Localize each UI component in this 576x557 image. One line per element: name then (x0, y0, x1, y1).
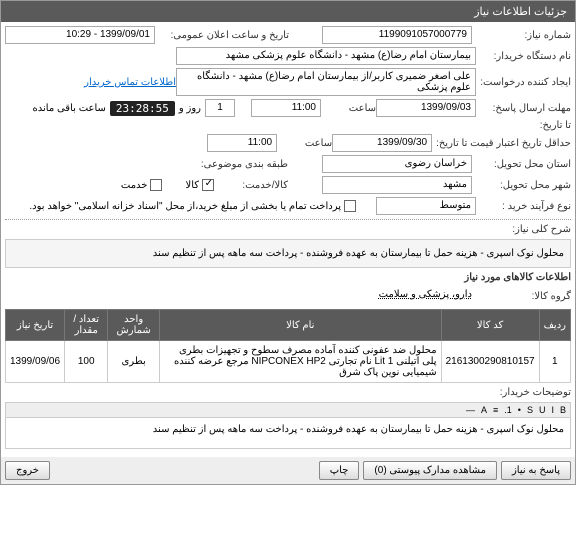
divider-1 (5, 219, 571, 220)
countdown-days: 1 (205, 99, 235, 117)
countdown-suffix: ساعت باقی مانده (33, 103, 106, 114)
time-label-1: ساعت (321, 103, 376, 114)
table-cell: 100 (65, 341, 108, 383)
editor-tool-button[interactable]: A (481, 405, 487, 415)
editor-content[interactable]: محلول نوک اسپری - هزینه حمل تا بیمارستان… (6, 418, 570, 448)
header-title: جزئیات اطلاعات نیاز (474, 6, 567, 18)
table-header: تاریخ نیاز (6, 310, 65, 341)
items-section-label: اطلاعات کالاهای مورد نیاز (5, 272, 571, 283)
announce-label: تاریخ و ساعت اعلان عمومی: (159, 30, 289, 41)
desc-box: محلول نوک اسپری - هزینه حمل تا بیمارستان… (5, 239, 571, 268)
editor-tool-button[interactable]: 1. (504, 405, 512, 415)
table-cell: 2161300290810157 (441, 341, 539, 383)
attachments-button[interactable]: مشاهده مدارک پیوستی (0) (363, 461, 497, 480)
table-row: 12161300290810157محلول ضد عفونی کننده آم… (6, 341, 571, 383)
province-field: خراسان رضوی (322, 155, 472, 173)
payment-checkbox[interactable] (344, 200, 356, 212)
print-button[interactable]: چاپ (319, 461, 360, 480)
table-cell: 1399/09/06 (6, 341, 65, 383)
creator-label: ایجاد کننده درخواست: (476, 77, 571, 88)
days-label: روز و (179, 103, 201, 114)
editor-tool-button[interactable]: — (466, 405, 475, 415)
deadline-date-field: 1399/09/03 (376, 99, 476, 117)
item-checkbox[interactable] (202, 179, 214, 191)
panel-header: جزئیات اطلاعات نیاز (1, 1, 575, 22)
payment-note: پرداخت تمام یا بخشی از مبلغ خرید،از محل … (29, 201, 341, 212)
buyer-field: بیمارستان امام رضا(ع) مشهد - دانشگاه علو… (176, 47, 476, 65)
editor-toolbar: BIUS • 1. ≡ A — (6, 403, 570, 418)
table-header: نام کالا (159, 310, 441, 341)
main-panel: جزئیات اطلاعات نیاز شماره نیاز: 11990910… (0, 0, 576, 485)
table-cell: بطری (108, 341, 160, 383)
service-checkbox[interactable] (150, 179, 162, 191)
request-no-field: 1199091057000779 (322, 26, 472, 44)
validity-time-field: 11:00 (207, 134, 277, 152)
desc-label: شرح کلی نیاز: (476, 224, 571, 235)
editor-tool-button[interactable]: • (518, 405, 521, 415)
table-cell: محلول ضد عفونی کننده آماده مصرف سطوح و ت… (159, 341, 441, 383)
respond-button[interactable]: پاسخ به نیاز (501, 461, 571, 480)
item-checkbox-label: کالا (185, 180, 199, 191)
validity-date-field: 1399/09/30 (332, 134, 432, 152)
purchase-type-field: متوسط (376, 197, 476, 215)
editor-tool-button[interactable]: U (539, 405, 546, 415)
group-class-label: طبقه بندی موضوعی: (178, 159, 288, 170)
item-service-label: کالا/خدمت: (218, 180, 288, 191)
buyer-notes-label: توضیحات خریدار: (476, 387, 571, 398)
service-checkbox-label: خدمت (121, 180, 148, 191)
countdown-timer: 23:28:55 (110, 101, 175, 116)
province-label: استان محل تحویل: (476, 159, 571, 170)
group-field: دارو، پزشکی و سلامت (326, 287, 476, 305)
purchase-type-label: نوع فرآیند خرید : (476, 201, 571, 212)
request-no-label: شماره نیاز: (476, 30, 571, 41)
announce-field: 1399/09/01 - 10:29 (5, 26, 155, 44)
deadline-label: مهلت ارسال پاسخ: (476, 103, 571, 114)
group-label: گروه کالا: (476, 291, 571, 302)
table-header: واحد شمارش (108, 310, 160, 341)
deadline-time-field: 11:00 (251, 99, 321, 117)
contact-link[interactable]: اطلاعات تماس خریدار (84, 77, 176, 88)
table-cell: 1 (539, 341, 570, 383)
form-content: شماره نیاز: 1199091057000779 تاریخ و ساع… (1, 22, 575, 457)
editor-tool-button[interactable]: B (560, 405, 566, 415)
items-table: ردیفکد کالانام کالاواحد شمارشتعداد / مقد… (5, 309, 571, 383)
exit-button[interactable]: خروج (5, 461, 50, 480)
table-header: تعداد / مقدار (65, 310, 108, 341)
table-header: کد کالا (441, 310, 539, 341)
editor-box: BIUS • 1. ≡ A — محلول نوک اسپری - هزینه حمل ت… (5, 402, 571, 449)
city-field: مشهد (322, 176, 472, 194)
validity-label: حداقل تاریخ اعتبار قیمت تا تاریخ: (432, 138, 571, 149)
editor-tool-button[interactable]: I (551, 405, 554, 415)
time-label-2: ساعت (277, 138, 332, 149)
buyer-label: نام دستگاه خریدار: (476, 51, 571, 62)
button-row: پاسخ به نیاز مشاهده مدارک پیوستی (0) چاپ… (1, 457, 575, 484)
creator-field: علی اصغر ضمیری کاربر/از بیمارستان امام ر… (176, 68, 476, 96)
editor-tool-button[interactable]: S (527, 405, 533, 415)
to-date-label: تا تاریخ: (476, 120, 571, 131)
table-header: ردیف (539, 310, 570, 341)
city-label: شهر محل تحویل: (476, 180, 571, 191)
editor-tool-button[interactable]: ≡ (493, 405, 498, 415)
